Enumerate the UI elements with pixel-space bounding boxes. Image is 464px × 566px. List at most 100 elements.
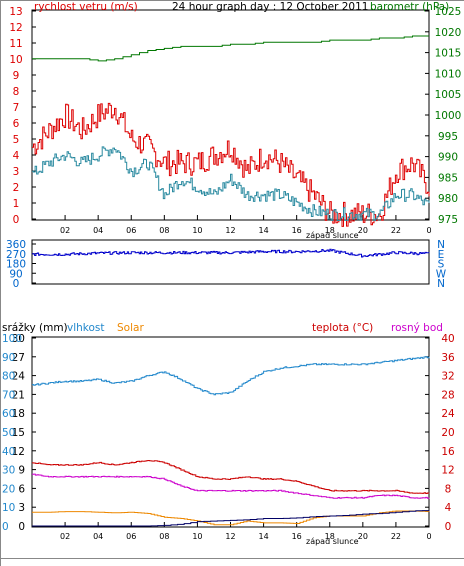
top-x-tick-label: 12 bbox=[225, 226, 235, 235]
humidity-tick-label: 50 bbox=[2, 427, 15, 439]
humidity-series bbox=[32, 356, 430, 396]
top-right-tick-label: 1015 bbox=[435, 48, 462, 60]
dir-right-tick-label: S bbox=[438, 259, 445, 271]
dir-right-tick-label: W bbox=[436, 268, 447, 280]
bottom-x-tick-label: 0 bbox=[426, 532, 431, 541]
top-x-tick-label: 08 bbox=[159, 226, 169, 235]
temperature-series bbox=[32, 460, 430, 494]
humidity-tick-label: 10 bbox=[2, 502, 15, 514]
top-x-tick-label: 20 bbox=[358, 226, 368, 235]
humidity-tick-label: 70 bbox=[2, 389, 15, 401]
top-right-tick-label: 1010 bbox=[435, 68, 462, 80]
top-right-tick-label: 1025 bbox=[435, 6, 462, 18]
humidity-tick-label: 30 bbox=[2, 465, 15, 477]
wind-gust-series bbox=[32, 102, 430, 227]
bottom-x-tick-label: 20 bbox=[358, 532, 368, 541]
wind-average-series bbox=[32, 146, 430, 221]
top-left-tick-label: 8 bbox=[13, 86, 20, 98]
top-x-tick-label: 16 bbox=[292, 226, 302, 235]
rain-tick-label: 6 bbox=[18, 483, 25, 495]
humidity-tick-label: 80 bbox=[2, 371, 15, 383]
rain-tick-label: 27 bbox=[12, 352, 25, 364]
rain-tick-label: 24 bbox=[12, 371, 26, 383]
dir-left-tick-label: 270 bbox=[6, 249, 26, 261]
top-right-tick-label: 985 bbox=[438, 172, 458, 184]
top-left-tick-label: 2 bbox=[13, 182, 20, 194]
temp-tick-label: 12 bbox=[441, 465, 454, 477]
dir-left-tick-label: 90 bbox=[9, 268, 22, 280]
bottom-x-tick-label: 22 bbox=[391, 532, 401, 541]
rain-series bbox=[32, 510, 430, 527]
bottom-x-tick-label: 10 bbox=[192, 532, 202, 541]
temp-tick-label: 28 bbox=[441, 389, 454, 401]
temp-tick-label: 4 bbox=[445, 502, 452, 514]
chart-title: 24 hour graph day : 12 October 2011 bbox=[172, 1, 368, 13]
rain-tick-label: 9 bbox=[18, 465, 25, 477]
top-x-tick-label: 14 bbox=[258, 226, 268, 235]
top-right-tick-label: 990 bbox=[438, 152, 458, 164]
humidity-tick-label: 60 bbox=[2, 408, 15, 420]
top-left-tick-label: 10 bbox=[9, 54, 22, 66]
top-left-tick-label: 4 bbox=[13, 150, 20, 162]
top-right-tick-label: 1020 bbox=[435, 27, 462, 39]
bottom-x-tick-label: 16 bbox=[292, 532, 302, 541]
rain-tick-label: 30 bbox=[12, 333, 25, 345]
bottom-x-tick-label: 06 bbox=[126, 532, 136, 541]
top-left-tick-label: 7 bbox=[13, 102, 20, 114]
wind-axis-label: rychlost vetru (m/s) bbox=[34, 1, 138, 13]
rain-tick-label: 0 bbox=[18, 521, 25, 533]
top-right-tick-label: 1005 bbox=[435, 89, 462, 101]
top-left-tick-label: 13 bbox=[9, 6, 22, 18]
top-x-tick-label: 22 bbox=[391, 226, 401, 235]
dir-right-tick-label: N bbox=[437, 239, 445, 251]
rain-tick-label: 18 bbox=[12, 408, 25, 420]
rain-tick-label: 12 bbox=[12, 446, 25, 458]
bottom-x-tick-label: 08 bbox=[159, 532, 169, 541]
solar-axis-label: Solar bbox=[117, 322, 144, 334]
humidity-axis-label: vlhkost bbox=[67, 322, 105, 334]
dir-left-tick-label: 360 bbox=[6, 239, 26, 251]
temp-tick-label: 24 bbox=[441, 408, 455, 420]
top-right-tick-label: 975 bbox=[438, 214, 458, 226]
rain-tick-label: 3 bbox=[18, 502, 25, 514]
top-left-tick-label: 11 bbox=[9, 38, 22, 50]
top-left-tick-label: 5 bbox=[13, 134, 20, 146]
top-x-tick-label: 04 bbox=[93, 226, 103, 235]
top-right-tick-label: 980 bbox=[438, 193, 458, 205]
solar-series bbox=[32, 510, 430, 526]
dir-right-tick-label: E bbox=[438, 249, 445, 261]
bottom-x-tick-label: 18 bbox=[325, 532, 335, 541]
temp-tick-label: 16 bbox=[441, 446, 455, 458]
rain-tick-label: 15 bbox=[12, 427, 25, 439]
top-right-tick-label: 1000 bbox=[435, 110, 462, 122]
baro-axis-label: barometr (hPa) bbox=[370, 1, 449, 13]
dir-left-tick-label: 0 bbox=[13, 278, 20, 290]
top-left-tick-label: 3 bbox=[13, 166, 20, 178]
dewpoint-series bbox=[32, 473, 430, 499]
bottom-x-tick-label: 02 bbox=[60, 532, 70, 541]
top-right-tick-label: 995 bbox=[438, 131, 458, 143]
pressure-series bbox=[32, 35, 429, 62]
temp-axis-label: teplota (°C) bbox=[312, 322, 373, 334]
dew-axis-label: rosný bod bbox=[391, 322, 443, 334]
wind-direction-series bbox=[32, 248, 430, 258]
humidity-tick-label: 20 bbox=[2, 483, 15, 495]
temp-tick-label: 32 bbox=[441, 371, 454, 383]
top-x-tick-label: 0 bbox=[426, 226, 431, 235]
direction-panel-frame bbox=[31, 239, 430, 285]
rain-tick-label: 21 bbox=[12, 389, 25, 401]
top-x-tick-label: 10 bbox=[192, 226, 202, 235]
top-left-tick-label: 12 bbox=[9, 22, 22, 34]
humidity-tick-label: 100 bbox=[2, 333, 22, 345]
temp-tick-label: 8 bbox=[445, 483, 452, 495]
bottom-x-tick-label: 14 bbox=[258, 532, 268, 541]
temp-tick-label: 36 bbox=[441, 352, 455, 364]
top-x-tick-label: 06 bbox=[126, 226, 136, 235]
rain-axis-label: srážky (mm) bbox=[2, 322, 68, 334]
dir-right-tick-label: N bbox=[437, 278, 445, 290]
dir-left-tick-label: 180 bbox=[6, 259, 26, 271]
top-left-tick-label: 1 bbox=[13, 198, 20, 210]
top-sunset-label: západ slunce bbox=[306, 231, 359, 240]
